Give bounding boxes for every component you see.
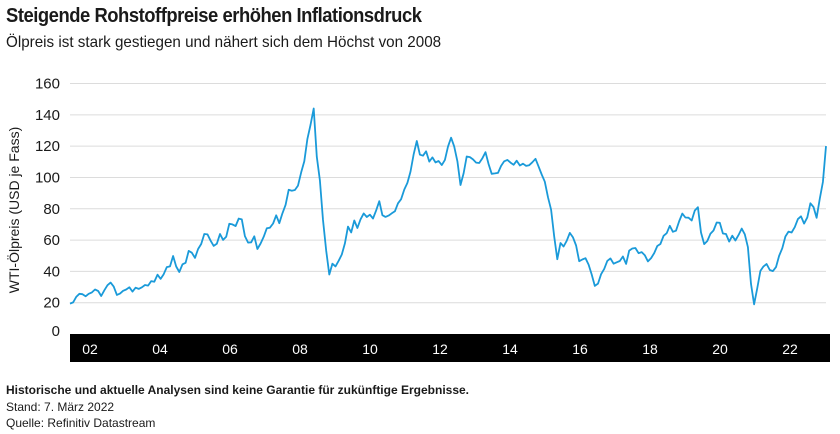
- x-tick-label: 04: [152, 341, 168, 357]
- x-tick-label: 02: [82, 341, 98, 357]
- y-tick-label: 60: [43, 232, 60, 249]
- y-tick-label: 160: [35, 76, 60, 93]
- chart-title: Steigende Rohstoffpreise erhöhen Inflati…: [6, 5, 422, 27]
- x-tick-label: 18: [642, 341, 658, 357]
- x-tick-label: 06: [222, 341, 238, 357]
- y-tick-label: 20: [43, 295, 60, 312]
- x-tick-label: 14: [502, 341, 518, 357]
- x-tick-label: 12: [432, 341, 448, 357]
- x-tick-labels: 02 04 06 08 10 12 14 16 18 20 22: [82, 341, 798, 357]
- y-tick-labels: 0 20 40 60 80 100 120 140 160: [35, 76, 60, 341]
- y-tick-label: 40: [43, 263, 60, 280]
- y-tick-label: 140: [35, 107, 60, 124]
- x-axis-band: [70, 334, 830, 362]
- x-tick-label: 22: [782, 341, 798, 357]
- y-tick-label: 120: [35, 138, 60, 155]
- x-tick-label: 16: [572, 341, 588, 357]
- gridlines: [70, 83, 826, 304]
- source-note: Quelle: Refinitiv Datastream: [6, 416, 156, 430]
- oil-price-line: [69, 107, 827, 306]
- disclaimer: Historische und aktuelle Analysen sind k…: [6, 383, 470, 397]
- date-note: Stand: 7. März 2022: [6, 400, 115, 414]
- y-tick-label: 80: [43, 201, 60, 218]
- y-tick-label: 100: [35, 169, 60, 186]
- chart-subtitle: Ölpreis ist stark gestiegen und nähert s…: [6, 34, 442, 51]
- y-tick-label: 0: [52, 323, 60, 340]
- x-tick-label: 10: [362, 341, 378, 357]
- y-axis-label: WTI-Ölpreis (USD je Fass): [5, 127, 22, 293]
- x-tick-label: 20: [712, 341, 728, 357]
- x-tick-label: 08: [292, 341, 308, 357]
